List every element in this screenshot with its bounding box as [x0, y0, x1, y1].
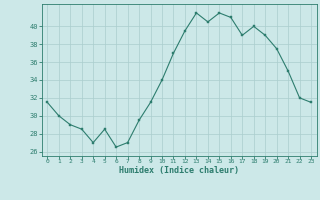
- X-axis label: Humidex (Indice chaleur): Humidex (Indice chaleur): [119, 166, 239, 175]
